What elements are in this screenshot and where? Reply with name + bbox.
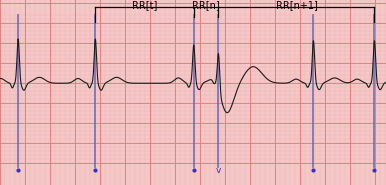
Text: RR[n]: RR[n] <box>192 0 220 10</box>
Text: RR[t]: RR[t] <box>132 0 157 10</box>
Text: v: v <box>216 166 221 175</box>
Text: RR[n+1]: RR[n+1] <box>276 0 317 10</box>
